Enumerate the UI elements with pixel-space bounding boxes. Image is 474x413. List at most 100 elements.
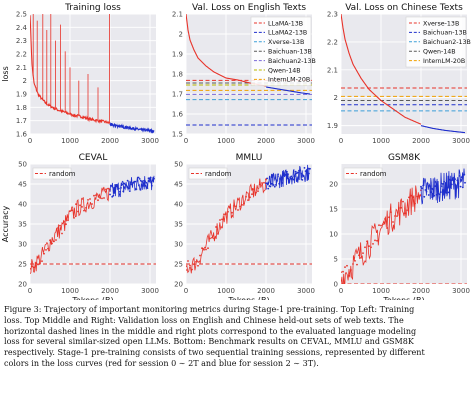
panel-5-data-point — [422, 184, 425, 187]
panel-3-data-point — [121, 183, 123, 186]
panel-5-data-point — [390, 211, 392, 214]
panel-4-data-point — [249, 196, 251, 199]
panel-4-data-point — [205, 248, 207, 251]
panel-4-data-point — [221, 218, 223, 221]
panel-3-ytick-label: 30 — [18, 241, 27, 249]
panel-5-ytick-label: 15 — [329, 206, 338, 214]
panel-3-data-point — [149, 176, 152, 179]
panel-3-data-point — [146, 187, 149, 190]
panel-1-ytick-label: 2 — [179, 31, 183, 39]
panel-5-data-point — [376, 239, 378, 242]
figure-caption: Figure 3: Trajectory of important monito… — [4, 305, 470, 370]
panel-4-data-point — [229, 207, 231, 209]
panel-4-series-line — [265, 164, 311, 190]
panel-3-data-point — [128, 190, 131, 193]
panel-3-data-point — [113, 191, 116, 194]
panel-3-data-point — [141, 181, 143, 183]
panel-5-data-point — [433, 194, 436, 197]
panel-3-xlabel: Tokens (B) — [71, 296, 113, 300]
panel-5-xtick-label: 0 — [339, 287, 343, 295]
panel-5-data-point — [454, 178, 456, 181]
panel-3-data-point — [142, 185, 144, 187]
panel-3-ytick-label: 50 — [18, 161, 27, 169]
panel-4-data-point — [225, 213, 227, 215]
panel-0-xtick-label: 1000 — [61, 137, 79, 145]
panel-4-marks — [186, 164, 312, 274]
panel-2-xtick-label: 2000 — [412, 137, 430, 145]
panel-2-legend-label: Qwen-14B — [423, 49, 456, 56]
panel-1-legend-label: Xverse-13B — [268, 39, 304, 46]
panel-4-data-point — [189, 264, 191, 267]
panel-3-data-point — [138, 178, 141, 180]
panel-3-data-point — [61, 232, 63, 235]
panel-3-data-point — [111, 195, 114, 198]
panel-5-data-point — [354, 260, 356, 262]
panel-5-data-point — [368, 245, 370, 248]
panel-0-series-line — [109, 121, 155, 134]
caption-line: colors in the loss curves (red for sessi… — [4, 358, 319, 368]
panel-3-data-point — [47, 247, 49, 250]
panel-5-title: GSM8K — [388, 153, 421, 163]
panel-3-data-point — [75, 203, 77, 206]
panel-3-ytick-label: 40 — [18, 201, 27, 209]
panel-4-data-point — [306, 167, 309, 170]
panel-5-data-point — [348, 274, 350, 277]
panel-5-data-point — [427, 194, 430, 196]
panel-4-data-point — [193, 263, 195, 266]
panel-0-ytick-label: 1.8 — [16, 104, 27, 112]
panel-4-xtick-label: 0 — [184, 287, 188, 295]
panel-3-series-line — [109, 175, 155, 198]
panel-4-data-point — [239, 205, 241, 208]
panel-4-data-point — [273, 185, 276, 188]
panel-2-title: Val. Loss on Chinese Texts — [345, 3, 463, 13]
panel-3-data-point — [103, 197, 105, 199]
panel-4-data-point — [297, 171, 299, 174]
panel-4-data-point — [271, 183, 274, 185]
panel-4-data-point — [237, 209, 239, 211]
panel-0-xtick-label: 2000 — [101, 137, 119, 145]
panel-3-data-point — [130, 181, 132, 184]
panel-4-data-point — [223, 213, 225, 216]
panel-5-data-point — [372, 243, 374, 245]
panel-5-data-point — [453, 176, 455, 179]
panel-4-data-point — [308, 172, 310, 175]
panel-5-ytick-label: 0 — [334, 281, 338, 289]
panel-3-data-point — [43, 252, 45, 255]
panel-3-data-point — [109, 193, 111, 196]
panel-5-data-point — [412, 196, 414, 199]
panel-1-series-line — [266, 86, 310, 95]
panel-3-data-point — [105, 188, 107, 191]
panel-3-data-point — [150, 184, 153, 187]
panel-3-ytick-label: 45 — [18, 181, 27, 189]
panel-3-data-point — [79, 204, 81, 207]
panel-4-data-point — [301, 179, 304, 181]
panel-5-data-point — [438, 193, 441, 196]
panel-5-data-point — [441, 185, 443, 188]
panel-1-title: Val. Loss on English Texts — [192, 3, 306, 13]
caption-line: loss. Top Middle and Right: Validation l… — [4, 315, 404, 325]
panel-5-data-point — [428, 185, 431, 188]
panel-3-data-point — [73, 217, 75, 219]
panel-3-data-point — [63, 220, 65, 223]
panel-3-data-point — [134, 180, 137, 183]
panel-3-legend-label: random — [49, 170, 76, 178]
panel-0-xtick-label: 3000 — [141, 137, 159, 145]
panel-5-data-point — [400, 206, 402, 209]
panel-5-data-point — [384, 218, 386, 220]
panel-0-ytick-label: 1.7 — [16, 117, 27, 125]
panel-1-ytick-label: 1.9 — [172, 51, 183, 59]
panel-4-ytick-label: 50 — [174, 161, 183, 169]
panel-5-ytick-label: 20 — [329, 181, 338, 189]
panel-4-data-point — [266, 177, 268, 180]
panel-3-data-point — [132, 182, 135, 184]
panel-5-data-point — [360, 257, 362, 259]
panel-4-data-point — [277, 173, 279, 176]
panel-4-data-point — [191, 268, 193, 271]
panel-5-data-point — [446, 186, 449, 189]
panel-3-data-point — [99, 196, 101, 199]
panel-0-plot-area — [30, 14, 156, 134]
panel-5-data-point — [416, 195, 418, 198]
panel-4-data-point — [302, 174, 305, 177]
panel-1-legend-label: Baichuan-13B — [268, 49, 312, 56]
panel-3-data-point — [91, 203, 93, 205]
